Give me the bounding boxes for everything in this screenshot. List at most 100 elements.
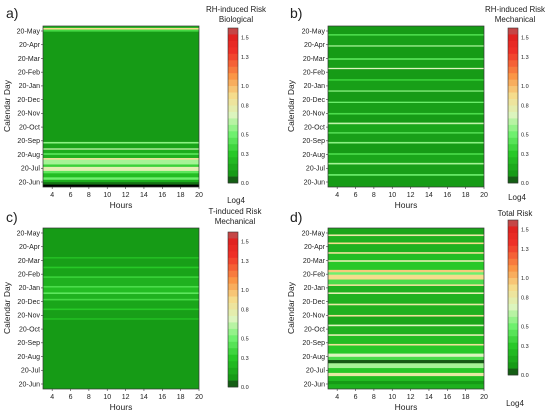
panel-b-band: [328, 59, 484, 69]
x-tick-label: 10: [103, 192, 111, 199]
colorbar-tick-label: 0.3: [521, 344, 529, 350]
panel-c-band: [43, 294, 199, 300]
panel-a-colorbar: 1.5 1.3 1.0 0.8 0.5 0.3 0.0: [227, 27, 249, 187]
panel-d-colorbar-segment: [508, 258, 518, 266]
panel-c-colorbar-segment: [228, 257, 238, 265]
panel-c-colorbar-segment: [228, 309, 238, 317]
panel-c-colorbar-segment: [228, 354, 238, 362]
panel-c-colorbar-segment: [228, 232, 238, 239]
x-tick-label: 12: [407, 394, 415, 401]
colorbar-tick-label: 0.8: [241, 104, 249, 110]
panel-a-colorbar-segment: [228, 79, 238, 87]
panel-d-band: [328, 324, 484, 327]
panel-b-colorbar-segment: [508, 79, 518, 87]
panel-b: b) RH-induced Risk Mechanical 20-May 20-A…: [286, 5, 546, 210]
panel-c: c) T-induced Risk Mechanical 20-May 20-Ap…: [2, 207, 262, 412]
x-tick-label: 10: [103, 394, 111, 401]
panel-a-band: [43, 29, 199, 33]
panel-c-x-ticks: 4 6 8 10 12 14 16 18 20: [50, 389, 203, 401]
x-tick-label: 16: [443, 192, 451, 199]
y-tick-label: 20-Apr: [19, 244, 41, 251]
panel-d-band: [328, 353, 484, 358]
panel-b-band: [328, 46, 484, 59]
panel-b-colorbar-segment: [508, 53, 518, 61]
panel-b-band: [328, 69, 484, 80]
panel-d-colorbar-segment: [508, 310, 518, 318]
panel-c-colorbar-segment: [228, 367, 238, 375]
panel-c-colorbar-segment: [228, 244, 238, 252]
panel-c-heatmap: [43, 228, 199, 389]
colorbar-tick-label: 1.5: [241, 36, 249, 42]
panel-a-band: [43, 27, 199, 30]
panel-a-title: RH-induced Risk: [206, 5, 267, 14]
panel-c-colorbar-segment: [228, 361, 238, 368]
y-tick-label: 20-Dec: [302, 97, 325, 104]
panel-d-band: [328, 334, 484, 337]
panel-c-colorbar-segment: [228, 290, 238, 297]
y-tick-label: 20-Jan: [304, 285, 326, 292]
panel-a-band: [43, 158, 199, 161]
x-tick-label: 14: [140, 394, 148, 401]
panel-c-band: [43, 300, 199, 309]
panel-a-colorbar-segment: [228, 105, 238, 113]
panel-d-band: [328, 368, 484, 374]
panel-b-colorbar-segment: [508, 144, 518, 152]
panel-d-band: [328, 303, 484, 306]
y-tick-label: 20-Nov: [302, 111, 325, 118]
panel-c-letter: c): [6, 209, 18, 225]
panel-d-heatmap: [328, 228, 484, 389]
x-tick-label: 4: [50, 394, 54, 401]
panel-b-band: [328, 91, 484, 103]
panel-b-plot-frame: [327, 25, 485, 188]
panel-a-band: [43, 143, 199, 149]
panel-b-colorbar-segment: [508, 66, 518, 74]
x-tick-label: 12: [122, 394, 130, 401]
panel-a-colorbar-segment: [228, 137, 238, 145]
panel-a-band: [43, 148, 199, 151]
panel-c-xlabel: Hours: [110, 402, 133, 412]
panel-c-band: [43, 310, 199, 319]
panel-d-colorbar-scale: Log4: [506, 399, 524, 408]
colorbar-tick-label: 0.8: [521, 104, 529, 110]
colorbar-tick-label: 1.5: [521, 36, 529, 42]
panel-a-band: [43, 184, 199, 187]
colorbar-tick-label: 0.5: [241, 133, 249, 139]
panel-d-colorbar-segment: [508, 252, 518, 260]
x-tick-label: 8: [372, 192, 376, 199]
panel-d-colorbar-segment: [508, 245, 518, 253]
y-tick-label: 20-Feb: [303, 69, 325, 76]
x-tick-label: 16: [158, 192, 166, 199]
y-tick-label: 20-Aug: [17, 152, 40, 159]
panel-d-band: [328, 228, 484, 235]
panel-b-band: [328, 35, 484, 46]
y-tick-label: 20-Jan: [304, 83, 326, 90]
panel-d-xlabel: Hours: [395, 402, 418, 412]
panel-d-x-ticks: 4 6 8 10 12 14 16 18 20: [335, 389, 488, 401]
panel-a-ylabel: Calendar Day: [2, 79, 12, 132]
y-tick-label: 20-Aug: [302, 152, 325, 159]
panel-b-colorbar-segment: [508, 124, 518, 132]
panel-d-colorbar-segment: [508, 297, 518, 305]
panel-a-colorbar-segment: [228, 144, 238, 152]
panel-b-band: [328, 26, 484, 35]
panel-b-band: [328, 175, 484, 187]
y-tick-label: 20-Apr: [304, 42, 326, 49]
panel-d-colorbar-segment: [508, 342, 518, 350]
panel-d-band: [328, 285, 484, 293]
colorbar-tick-label: 1.0: [521, 84, 529, 90]
panel-b-subtitle: Mechanical: [495, 15, 536, 24]
x-tick-label: 20: [195, 394, 203, 401]
panel-b-colorbar-segment: [508, 28, 518, 35]
colorbar-tick-label: 0.8: [241, 308, 249, 314]
panel-a-band: [43, 166, 199, 172]
panel-b-colorbar: 1.5 1.3 1.0 0.8 0.5 0.3 0.0: [507, 27, 529, 187]
x-tick-label: 16: [158, 394, 166, 401]
y-tick-label: 20-Jun: [304, 179, 326, 186]
panel-a-colorbar-segment: [228, 47, 238, 55]
panel-a-band: [43, 153, 199, 156]
panel-d-band: [328, 253, 484, 261]
colorbar-tick-label: 1.3: [521, 247, 529, 253]
x-tick-label: 18: [462, 394, 470, 401]
y-tick-label: 20-Jul: [306, 166, 326, 173]
colorbar-tick-label: 1.5: [241, 240, 249, 246]
